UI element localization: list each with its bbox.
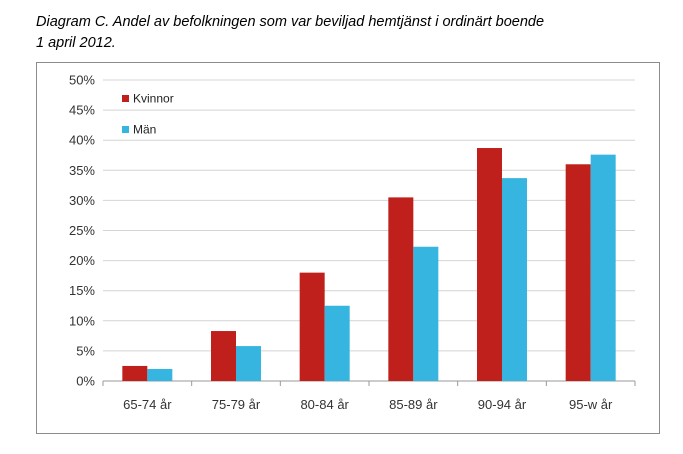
x-tick-label: 90-94 år xyxy=(478,397,527,412)
x-tick-label: 95-w år xyxy=(569,397,613,412)
y-tick-label: 20% xyxy=(69,253,95,268)
bar-chart: 0% 5% 10% 15% 20% 25% 30% 35% 40% 45% 50% 65-74 år 7… xyxy=(69,73,636,412)
bar-kvinnor xyxy=(299,272,325,381)
bar-kvinnor xyxy=(211,331,236,381)
bar-man xyxy=(324,305,350,381)
y-tick-label: 50% xyxy=(69,73,95,88)
y-tick-label: 0% xyxy=(76,374,95,389)
bar-man xyxy=(502,178,527,381)
caption-line-1: Diagram C. Andel av befolkningen som var… xyxy=(36,14,545,30)
y-tick-label: 40% xyxy=(69,133,95,148)
y-tick-label: 45% xyxy=(69,103,95,118)
x-tick-label: 75-79 år xyxy=(212,397,261,412)
legend-label: Kvinnor xyxy=(133,92,174,106)
bar-man xyxy=(590,154,616,381)
caption-line-2: 1 april 2012. xyxy=(36,35,116,51)
chart-frame: 0% 5% 10% 15% 20% 25% 30% 35% 40% 45% 50% 65-74 år 7… xyxy=(36,62,660,434)
bar-man xyxy=(236,346,261,381)
x-tick-label: 80-84 år xyxy=(300,397,349,412)
bar-kvinnor xyxy=(565,164,591,381)
bar-man xyxy=(147,368,173,381)
bar-man xyxy=(413,246,439,381)
bar-kvinnor xyxy=(477,148,502,381)
legend-swatch xyxy=(122,95,129,102)
y-tick-label: 35% xyxy=(69,163,95,178)
legend-label: Män xyxy=(133,123,156,137)
legend-swatch xyxy=(122,126,129,133)
y-tick-label: 25% xyxy=(69,223,95,238)
bar-kvinnor xyxy=(122,365,148,381)
y-tick-label: 10% xyxy=(69,313,95,328)
y-tick-label: 30% xyxy=(69,193,95,208)
x-tick-label: 85-89 år xyxy=(389,397,438,412)
y-tick-label: 5% xyxy=(76,343,95,358)
bar-kvinnor xyxy=(388,197,414,381)
x-tick-label: 65-74 år xyxy=(123,397,172,412)
chart-caption: Diagram C. Andel av befolkningen som var… xyxy=(36,12,676,54)
y-tick-label: 15% xyxy=(69,283,95,298)
